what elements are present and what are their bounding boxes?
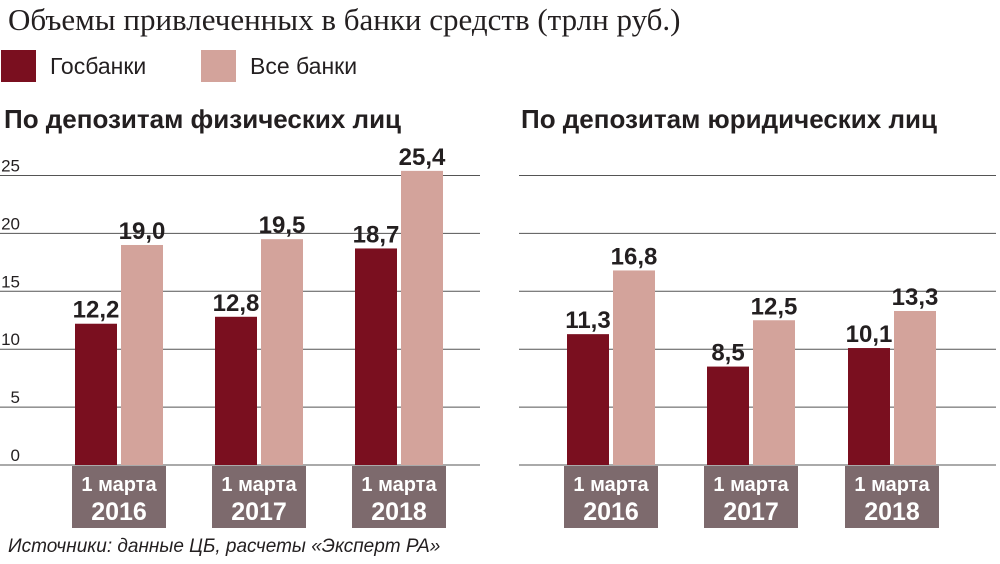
category-label-line1: 1 марта [854,474,930,496]
data-label: 13,3 [892,284,939,311]
data-label: 16,8 [611,243,658,270]
bar [121,244,163,465]
category-label-line2: 2018 [864,498,920,526]
category-label-line2: 2016 [91,498,147,526]
category-label-line1: 1 марта [361,474,437,496]
panel-title-legal-entities: По депозитам юридических лиц [521,104,937,134]
category-box [845,466,939,528]
data-label: 8,5 [711,340,744,367]
data-label: 12,8 [213,290,260,317]
legend: Госбанки Все банки [0,44,1000,88]
bar [567,334,609,465]
panel-title-individuals: По депозитам физических лиц [4,104,402,134]
legend-swatch-gosbanki [1,50,36,82]
category-label-line1: 1 марта [713,474,789,496]
data-label: 12,2 [73,297,120,324]
category-box [352,466,446,528]
category-box [564,466,658,528]
bar [355,248,397,465]
bar [75,323,117,465]
legend-label-gosbanki: Госбанки [50,53,147,79]
y-tick-label: 5 [11,388,20,407]
bar [261,239,303,465]
data-label: 19,5 [259,212,306,239]
legend-swatch-vse-banki [201,50,236,82]
category-label-line2: 2017 [723,498,779,526]
bar [753,320,795,465]
data-label: 12,5 [751,293,798,320]
category-box [72,466,166,528]
bar [401,170,443,466]
category-label-line2: 2016 [583,498,639,526]
data-label: 18,7 [353,221,400,248]
y-tick-label: 25 [1,157,20,176]
category-box [704,466,798,528]
data-label: 19,0 [119,218,166,245]
data-label: 10,1 [846,321,893,348]
bar [613,270,655,465]
bar [848,348,890,465]
category-label-line2: 2018 [371,498,427,526]
category-box [212,466,306,528]
category-label-line1: 1 марта [81,474,157,496]
data-label: 11,3 [565,307,610,334]
bar [894,310,936,465]
y-tick-label: 20 [1,214,20,233]
y-tick-label: 0 [11,446,20,465]
chart-title: Объемы привлеченных в банки средств (трл… [8,2,681,37]
data-label: 25,4 [399,144,446,171]
category-label-line2: 2017 [231,498,287,526]
legend-label-vse-banki: Все банки [250,53,358,79]
source-note: Источники: данные ЦБ, расчеты «Эксперт Р… [8,536,441,557]
bar [215,316,257,465]
y-tick-label: 15 [1,272,20,291]
y-tick-label: 10 [1,330,20,349]
category-label-line1: 1 марта [221,474,297,496]
category-label-line1: 1 марта [573,474,649,496]
bar [707,366,749,465]
